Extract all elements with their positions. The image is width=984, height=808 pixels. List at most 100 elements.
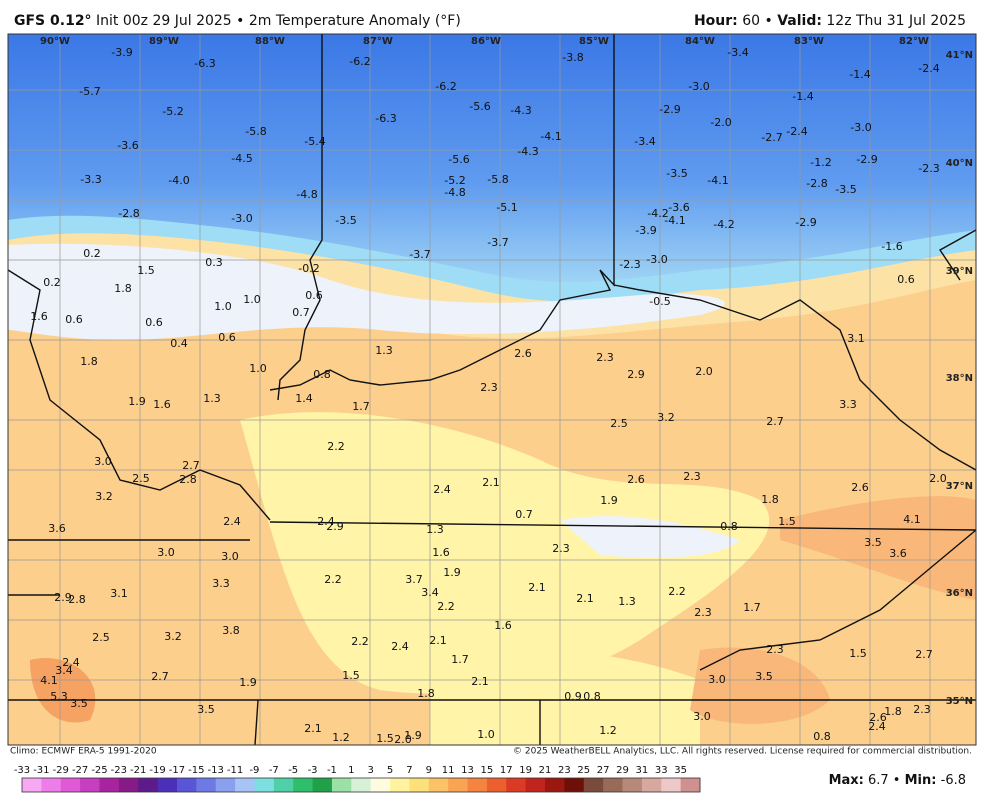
anomaly-label: 1.8 [884,705,902,718]
colorbar-label: -25 [91,765,107,776]
anomaly-label: -4.2 [647,207,668,220]
colorbar-label: 31 [636,765,649,776]
anomaly-label: 2.1 [304,722,322,735]
anomaly-label: -0.2 [298,262,319,275]
anomaly-label: 3.5 [864,536,882,549]
longitude-label: 84°W [685,36,715,47]
anomaly-label: -3.0 [688,80,709,93]
anomaly-label: 3.0 [221,550,239,563]
colorbar-swatch [564,778,585,792]
anomaly-label: -2.7 [761,131,782,144]
anomaly-label: 3.5 [197,703,215,716]
anomaly-label: 2.7 [182,459,200,472]
anomaly-label: -1.4 [849,68,870,81]
anomaly-label: -3.9 [635,224,656,237]
anomaly-label: 1.3 [203,392,221,405]
colorbar-label: -29 [53,765,69,776]
anomaly-label: 2.9 [627,368,645,381]
colorbar-swatch [312,778,333,792]
anomaly-label: 2.0 [394,733,412,746]
min-label: Min: [905,773,937,788]
colorbar-label: 23 [558,765,571,776]
anomaly-label: 2.3 [596,351,614,364]
anomaly-label: -4.5 [231,152,252,165]
anomaly-label: 3.8 [222,624,240,637]
colorbar-label: 27 [597,765,610,776]
anomaly-label: 2.4 [391,640,409,653]
colorbar-label: 25 [577,765,590,776]
anomaly-label: 3.1 [110,587,128,600]
anomaly-label: 3.3 [839,398,857,411]
anomaly-label: 0.6 [218,331,236,344]
min-value: -6.8 [941,773,966,788]
latitude-label: 37°N [946,481,973,492]
latitude-label: 36°N [946,588,973,599]
anomaly-label: 1.6 [494,619,512,632]
anomaly-label: -2.8 [806,177,827,190]
anomaly-label: -1.4 [792,90,813,103]
anomaly-label: 2.8 [179,473,197,486]
latitude-label: 39°N [946,266,973,277]
anomaly-label: 1.5 [342,669,360,682]
anomaly-label: 2.2 [351,635,369,648]
colorbar-label: -9 [249,765,259,776]
colorbar-swatch [661,778,682,792]
anomaly-label: 2.3 [913,703,931,716]
anomaly-label: -3.7 [409,248,430,261]
colorbar-label: 13 [461,765,474,776]
colorbar-swatch [176,778,197,792]
anomaly-label: 3.7 [405,573,423,586]
colorbar-label: -21 [130,765,146,776]
anomaly-label: 2.1 [429,634,447,647]
colorbar-swatch [545,778,565,792]
anomaly-label: 3.0 [693,710,711,723]
anomaly-label: 1.8 [80,355,98,368]
anomaly-label: 1.2 [332,731,350,744]
anomaly-label: -1.2 [810,156,831,169]
anomaly-label: 0.7 [515,508,533,521]
colorbar-swatch [351,778,372,792]
anomaly-label: -4.8 [296,188,317,201]
colorbar-swatch [235,778,255,792]
anomaly-label: -2.9 [795,216,816,229]
colorbar-label: -15 [188,765,204,776]
longitude-label: 87°W [363,36,393,47]
colorbar-label: -5 [288,765,298,776]
hour-label: Hour: [694,13,738,29]
header-title: GFS 0.12° Init 00z 29 Jul 2025 • 2m Temp… [14,13,461,29]
anomaly-label: 1.3 [426,523,444,536]
anomaly-label: 3.2 [95,490,113,503]
colorbar-label: 3 [367,765,373,776]
colorbar-swatch [80,778,100,792]
anomaly-label: 1.0 [214,300,232,313]
colorbar-label: 33 [655,765,668,776]
anomaly-label: 0.8 [313,368,331,381]
anomaly-label: 0.6 [897,273,915,286]
colorbar-label: -7 [269,765,279,776]
colorbar-swatch [525,778,546,792]
colorbar-swatch [99,778,120,792]
anomaly-label: 3.1 [847,332,865,345]
colorbar-label: 17 [500,765,513,776]
colorbar-label: -1 [327,765,337,776]
anomaly-label: -6.2 [435,80,456,93]
colorbar-swatch [603,778,624,792]
colorbar-swatch [22,778,42,792]
anomaly-label: 3.5 [70,697,88,710]
anomaly-label: 3.4 [421,586,439,599]
colorbar-label: 21 [539,765,552,776]
anomaly-label: -3.9 [111,46,132,59]
anomaly-label: 2.1 [471,675,489,688]
colorbar-label: 11 [442,765,455,776]
anomaly-label: -3.6 [668,201,689,214]
colorbar-swatch [467,778,488,792]
anomaly-label: 1.9 [239,676,257,689]
anomaly-label: -3.4 [727,46,748,59]
anomaly-label: 3.3 [212,577,230,590]
colorbar-swatch [196,778,217,792]
anomaly-label: 1.7 [743,601,761,614]
anomaly-label: 2.4 [223,515,241,528]
anomaly-label: -2.8 [118,207,139,220]
